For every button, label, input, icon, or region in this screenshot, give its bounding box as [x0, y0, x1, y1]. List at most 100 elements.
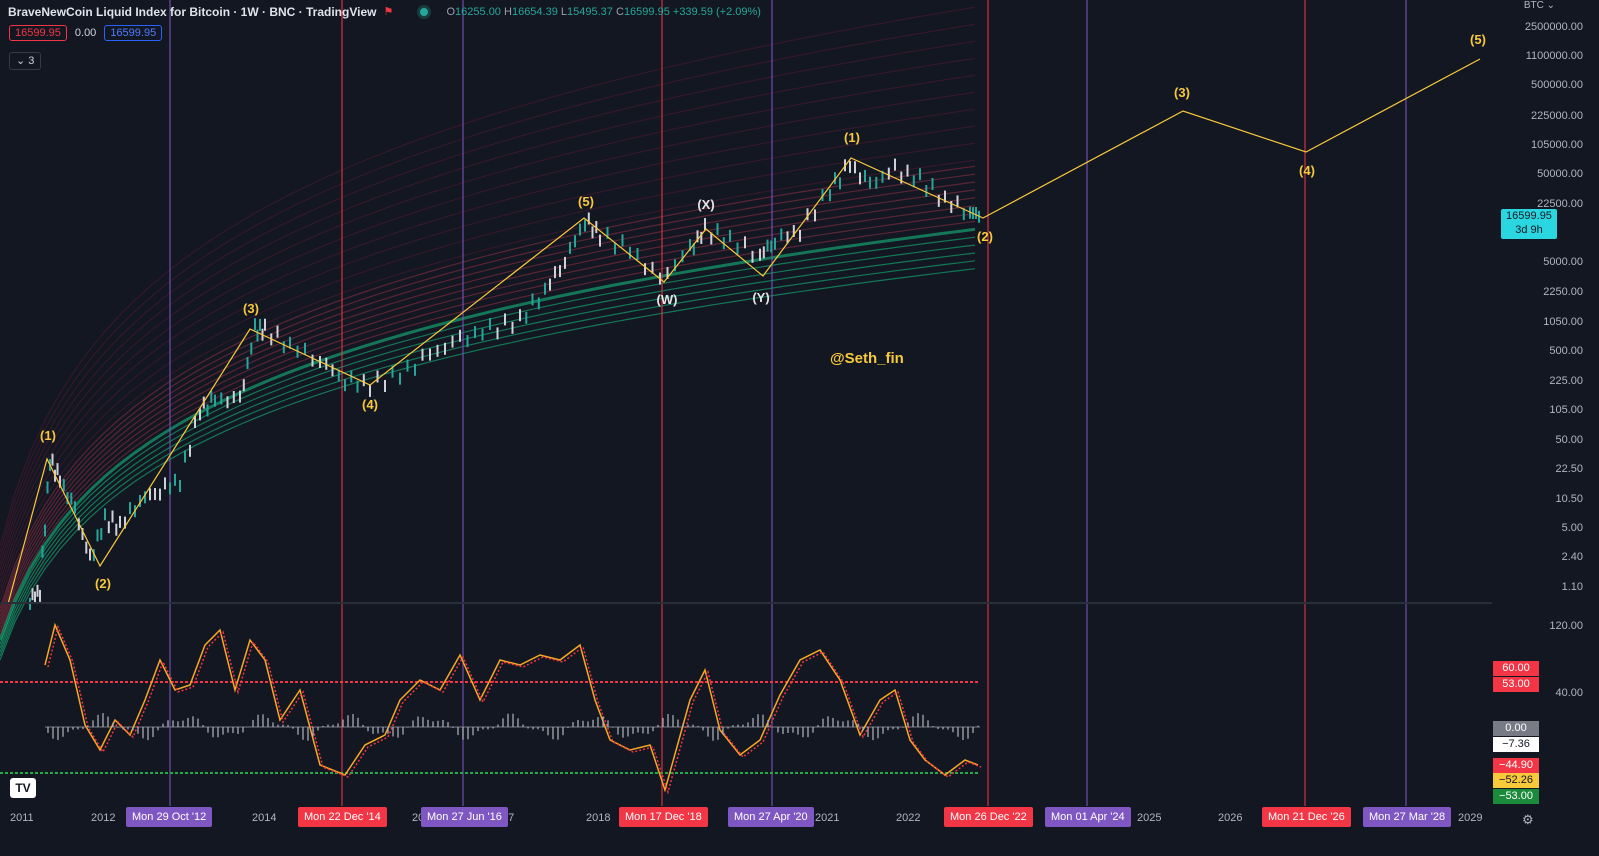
rainbow-outer-line: [0, 23, 976, 553]
bar-countdown: 3d 9h: [1515, 224, 1543, 236]
rainbow-band-line: [0, 213, 976, 633]
trade-buttons: 16599.95 0.00 16599.95: [9, 25, 163, 41]
sell-button[interactable]: 16599.95: [9, 25, 67, 41]
high-label: H: [504, 6, 512, 18]
author-watermark: @Seth_fin: [830, 350, 904, 367]
osc-value-tag: 60.00: [1493, 661, 1539, 676]
wave-label: (Y): [752, 290, 770, 305]
cycle-vertical-lines: [169, 0, 1407, 806]
cycle-date-label: Mon 27 Jun '16: [421, 807, 508, 827]
rainbow-band-line: [0, 244, 976, 649]
spread-value: 0.00: [72, 27, 99, 39]
osc-value-tag: −44.90: [1493, 758, 1539, 773]
cycle-date-label: Mon 27 Apr '20: [728, 807, 814, 827]
osc-tick-label: 120.00: [1549, 620, 1583, 632]
osc-tick-label: 40.00: [1555, 687, 1583, 699]
rainbow-outer-line: [0, 57, 976, 565]
price-tick-label: 2500000.00: [1524, 21, 1583, 33]
ohlc-values: O16255.00 H16654.39 L15495.37 C16599.95 …: [446, 6, 760, 18]
rainbow-band-line: [0, 197, 976, 625]
close-label: C: [615, 6, 624, 18]
cycle-date-label: Mon 26 Dec '22: [944, 807, 1033, 827]
wave-label: (2): [977, 229, 993, 244]
price-tick-label: 225.00: [1549, 375, 1583, 387]
chevron-down-icon: ⌄: [1546, 0, 1555, 11]
rainbow-outer-line: [0, 125, 976, 589]
wave-label: (5): [578, 194, 594, 209]
wave-label: (4): [362, 397, 378, 412]
rainbow-band-line: [0, 260, 976, 657]
tradingview-logo[interactable]: TV: [10, 778, 36, 798]
elliott-wave-path: [7, 58, 1481, 605]
high-value: 16654.39: [511, 6, 558, 18]
cycle-date-label: Mon 22 Dec '14: [298, 807, 387, 827]
wave-label: (5): [1470, 32, 1486, 47]
currency-label: BTC: [1523, 0, 1544, 11]
oscillator-main-line: [47, 624, 982, 795]
year-tick-label: 2025: [1137, 812, 1162, 824]
last-price-tag: 16599.95 3d 9h: [1501, 209, 1557, 239]
wave-label: (X): [697, 197, 715, 212]
cycle-date-label: Mon 01 Apr '24: [1045, 807, 1131, 827]
year-tick-label: 2022: [896, 812, 921, 824]
oscillator-signal-line: [44, 622, 979, 793]
rainbow-outer-line: [0, 108, 976, 583]
rainbow-outer-line: [0, 159, 976, 601]
cycle-date-label: Mon 27 Mar '28: [1363, 807, 1452, 827]
rainbow-band-line: [0, 236, 976, 645]
rainbow-band-line: [0, 227, 976, 641]
log-regression-rainbow-band: [0, 6, 976, 661]
price-tick-label: 10.50: [1555, 493, 1583, 505]
indicators-count: 3: [28, 55, 35, 67]
low-value: 15495.37: [567, 6, 613, 18]
rainbow-band-line: [0, 220, 976, 637]
flag-icon[interactable]: ⚑: [383, 6, 394, 18]
indicators-toggle-button[interactable]: ⌄ 3: [9, 52, 42, 70]
wave-label: (W): [656, 292, 678, 307]
cycle-date-label: Mon 17 Dec '18: [619, 807, 708, 827]
price-tick-label: 105.00: [1549, 404, 1583, 416]
price-tick-label: 105000.00: [1531, 139, 1583, 151]
rainbow-outer-line: [0, 142, 976, 595]
open-value: 16255.00: [455, 6, 501, 18]
buy-button[interactable]: 16599.95: [104, 25, 163, 41]
price-tick-label: 50.00: [1555, 434, 1583, 446]
year-tick-label: 2012: [91, 812, 116, 824]
rainbow-outer-line: [0, 74, 976, 571]
year-tick-label: 2029: [1458, 812, 1483, 824]
rainbow-band-line: [0, 173, 976, 613]
rainbow-outer-line: [0, 40, 976, 559]
symbol-title[interactable]: BraveNewCoin Liquid Index for Bitcoin · …: [8, 5, 377, 19]
cycle-date-label: Mon 29 Oct '12: [126, 807, 213, 827]
price-tick-label: 500.00: [1549, 345, 1583, 357]
osc-value-tag: −52.26: [1493, 773, 1539, 788]
gear-icon[interactable]: ⚙: [1522, 812, 1534, 827]
price-tick-label: 1100000.00: [1525, 50, 1583, 62]
year-tick-label: 2026: [1218, 812, 1243, 824]
cycle-date-label: Mon 21 Dec '26: [1262, 807, 1351, 827]
currency-selector[interactable]: BTC ⌄: [1524, 0, 1555, 11]
wave-label: (3): [1174, 85, 1190, 100]
open-label: O: [446, 6, 456, 18]
chevron-down-icon: ⌄: [16, 55, 26, 67]
osc-value-tag: −53.00: [1493, 789, 1539, 804]
osc-value-tag: 0.00: [1493, 721, 1539, 736]
rainbow-outer-line: [0, 6, 976, 547]
price-tick-label: 225000.00: [1531, 110, 1583, 122]
rainbow-outer-line: [0, 91, 976, 577]
last-price-value: 16599.95: [1506, 210, 1552, 222]
rainbow-band-line: [0, 252, 976, 653]
year-tick-label: 2018: [586, 812, 611, 824]
rainbow-band-line: [0, 189, 976, 621]
price-tick-label: 50000.00: [1537, 168, 1583, 180]
market-status-icon[interactable]: [420, 8, 429, 16]
price-tick-label: 2250.00: [1543, 286, 1583, 298]
wave-label: (1): [844, 130, 860, 145]
price-tick-label: 5.00: [1561, 522, 1583, 534]
close-value: 16599.95: [623, 6, 670, 18]
wave-label: (3): [243, 301, 259, 316]
price-tick-label: 2.40: [1561, 551, 1583, 563]
osc-value-tag: −7.36: [1493, 737, 1539, 752]
